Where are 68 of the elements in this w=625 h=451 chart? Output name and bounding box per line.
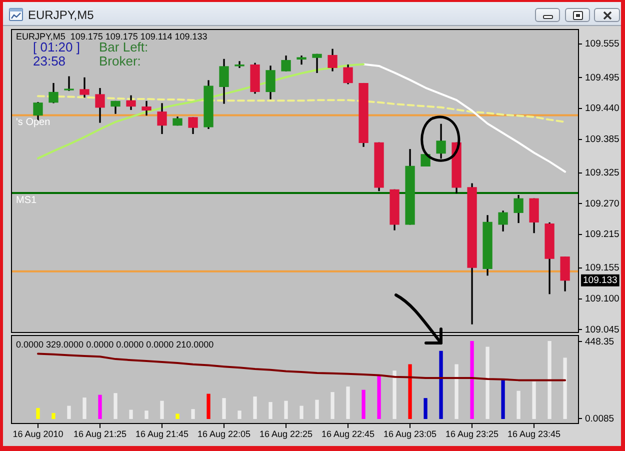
- y-tick-label: 0.0085: [585, 413, 614, 424]
- bar: [548, 341, 552, 420]
- bar: [454, 364, 458, 420]
- bar: [563, 358, 567, 420]
- y-tick-label: 109.385: [585, 134, 620, 145]
- annotation: 23:58: [33, 54, 66, 69]
- chart-subtitle: EURJPY,M5 109.175 109.175 109.114 109.133: [16, 31, 208, 42]
- candlestick: [64, 76, 74, 91]
- bar: [532, 382, 536, 420]
- bar: [191, 409, 195, 420]
- y-tick-label: 109.045: [585, 324, 620, 336]
- bar: [392, 370, 396, 420]
- x-tick-label: 16 Aug 21:25: [73, 428, 127, 439]
- bar: [82, 398, 86, 420]
- y-tick-label: 109.100: [585, 293, 620, 304]
- chart-title: EURJPY,M5: [28, 8, 94, 22]
- bar: [408, 364, 412, 420]
- bar: [300, 406, 304, 420]
- x-tick-label: 16 Aug 23:25: [446, 428, 499, 439]
- bar: [129, 410, 133, 420]
- candlestick: [312, 54, 322, 73]
- y-tick-label: 109.155: [585, 262, 620, 274]
- bar: [424, 398, 428, 420]
- x-tick-label: 16 Aug 21:45: [135, 428, 189, 439]
- y-tick-label: 109.325: [585, 168, 620, 179]
- bar: [346, 386, 350, 420]
- bar: [284, 400, 288, 420]
- y-tick-label: 109.555: [585, 38, 620, 50]
- bar: [516, 390, 520, 420]
- ref-line-label: 's Open: [16, 116, 50, 128]
- bar: [253, 396, 257, 420]
- ref-line-label: MS1: [16, 194, 37, 206]
- bar: [501, 380, 505, 420]
- bar: [222, 398, 226, 420]
- x-tick-label: 16 Aug 22:05: [197, 428, 251, 439]
- annotation: Bar Left:: [99, 40, 148, 55]
- x-tick-label: 16 Aug 23:05: [384, 428, 437, 439]
- y-tick-label: 109.215: [585, 229, 620, 240]
- bar: [268, 402, 272, 420]
- y-tick-label: 109.440: [585, 103, 620, 114]
- annotation: Broker:: [99, 54, 141, 69]
- bar: [98, 394, 102, 420]
- x-tick-label: 16 Aug 22:45: [322, 428, 375, 439]
- y-tick-label: 109.270: [585, 198, 620, 210]
- bar: [439, 350, 443, 420]
- y-tick-label: 448.35: [585, 336, 614, 348]
- bar: [330, 392, 334, 420]
- text: 109.133: [583, 275, 618, 286]
- x-tick-label: 16 Aug 22:25: [259, 428, 313, 439]
- bar: [470, 341, 474, 420]
- x-tick-label: 16 Aug 2010: [12, 428, 64, 439]
- bar: [315, 400, 319, 420]
- bar: [362, 390, 366, 420]
- bar: [377, 376, 381, 420]
- bar: [52, 413, 56, 420]
- bar: [206, 394, 210, 420]
- bar: [486, 346, 490, 420]
- bar: [144, 410, 148, 420]
- bar: [238, 410, 242, 420]
- bar: [176, 414, 180, 420]
- bar: [160, 400, 164, 420]
- text: 0.0000 329.0000 0.0000 0.0000 0.0000 210.0000: [16, 339, 214, 350]
- bar: [114, 393, 118, 420]
- x-tick-label: 16 Aug 23:45: [508, 428, 561, 439]
- bar: [36, 408, 40, 420]
- y-tick-label: 109.495: [585, 72, 620, 84]
- annotation: [ 01:20 ]: [33, 40, 80, 55]
- bar: [67, 406, 71, 420]
